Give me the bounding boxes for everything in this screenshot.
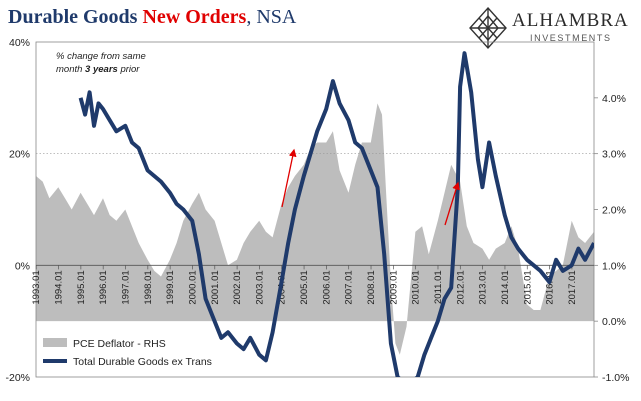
x-tick-label-2: 1995.01: [76, 270, 87, 304]
x-tick-label-5: 1998.01: [143, 270, 154, 304]
title-part-2: New Orders: [142, 6, 247, 28]
note-line-2: month 3 years prior: [56, 63, 146, 76]
left-tick-label-3: 40%: [9, 37, 30, 49]
x-tick-label-23: 2016.01: [545, 270, 556, 304]
alhambra-logo: ALHAMBRA INVESTMENTS: [468, 6, 638, 50]
note-line-2-pre: month: [56, 64, 86, 75]
x-tick-label-1: 1994.01: [54, 270, 65, 304]
x-tick-label-17: 2010.01: [411, 270, 422, 304]
x-tick-label-18: 2011.01: [433, 270, 444, 304]
x-tick-label-9: 2002.01: [232, 270, 243, 304]
x-tick-label-8: 2001.01: [210, 270, 221, 304]
annotation-arrow-2: [444, 181, 460, 226]
note-line-1: % change from same: [56, 51, 146, 62]
x-tick-label-4: 1997.01: [121, 270, 132, 304]
x-tick-label-16: 2009.01: [388, 270, 399, 304]
durable-goods-line: [78, 51, 594, 377]
x-tick-label-14: 2007.01: [344, 270, 355, 304]
x-tick-label-19: 2012.01: [455, 270, 466, 304]
left-tick-label-1: 0%: [15, 260, 30, 272]
legend-label-durable: Total Durable Goods ex Trans: [73, 356, 212, 368]
right-tick-label-0: -1.0%: [602, 372, 629, 384]
right-tick-label-3: 2.0%: [602, 205, 626, 217]
note-line-2-post: prior: [117, 64, 140, 75]
left-tick-label-0: -20%: [5, 372, 30, 384]
x-tick-label-21: 2014.01: [500, 270, 511, 304]
left-tick-label-2: 20%: [9, 149, 30, 161]
pce-deflator-area: [36, 103, 594, 355]
diamond-lattice-icon: [469, 6, 507, 50]
x-tick-label-13: 2006.01: [321, 270, 332, 304]
x-tick-label-3: 1996.01: [98, 270, 109, 304]
logo-name: ALHAMBRA: [512, 10, 629, 31]
x-tick-label-22: 2015.01: [522, 270, 533, 304]
annotation-arrow-1: [281, 148, 297, 208]
title-part-3: , NSA: [246, 6, 297, 28]
x-tick-label-24: 2017.01: [567, 270, 578, 304]
legend-label-pce: PCE Deflator - RHS: [73, 338, 166, 350]
x-tick-label-15: 2008.01: [366, 270, 377, 304]
logo-subtitle: INVESTMENTS: [530, 33, 612, 43]
right-tick-label-1: 0.0%: [602, 316, 626, 328]
x-tick-label-20: 2013.01: [478, 270, 489, 304]
x-tick-label-6: 1999.01: [165, 270, 176, 304]
title-part-1: Durable Goods: [8, 6, 143, 28]
x-tick-label-12: 2005.01: [299, 270, 310, 304]
right-tick-label-2: 1.0%: [602, 260, 626, 272]
x-tick-label-10: 2003.01: [254, 270, 265, 304]
right-tick-label-5: 4.0%: [602, 93, 626, 105]
note-line-2-bold: 3 years: [85, 64, 118, 75]
right-tick-label-4: 3.0%: [602, 149, 626, 161]
chart-title: Durable Goods New Orders, NSA: [8, 6, 296, 29]
chart-note: % change from same month 3 years prior: [56, 50, 146, 76]
legend-swatch-pce: [43, 338, 67, 347]
x-tick-label-7: 2000.01: [188, 270, 199, 304]
x-tick-label-0: 1993.01: [31, 270, 42, 304]
